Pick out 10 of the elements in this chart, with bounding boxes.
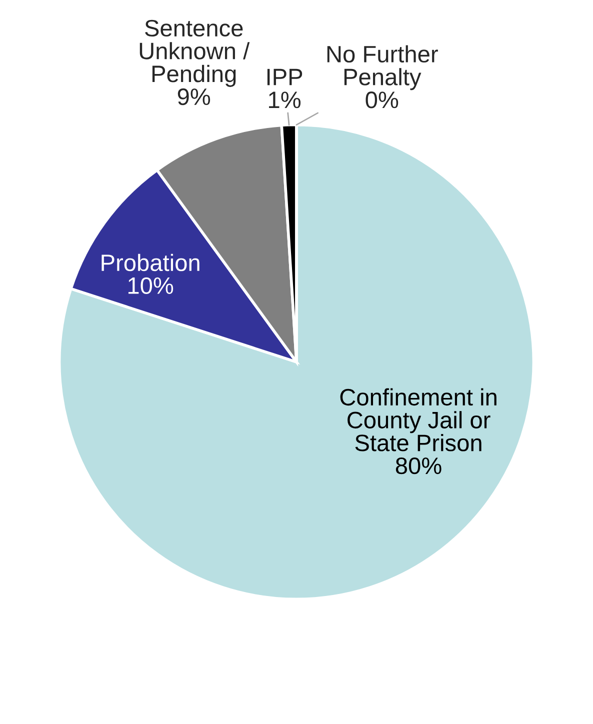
- text: 0%: [366, 92, 398, 108]
- category-label: No Further Penalty: [327, 45, 438, 90]
- data-label: 10%: [128, 277, 174, 294]
- data-label: 9%: [178, 88, 210, 106]
- data-label: 1%: [269, 92, 301, 108]
- slice-label: IPP: [267, 68, 302, 86]
- slice-label: Probation: [102, 254, 200, 272]
- data-label: 80%: [396, 457, 442, 474]
- slice-label: Sentence Unknown / Pending: [140, 20, 250, 87]
- slice-label: Confinement in County Jail or State Prison: [340, 388, 496, 452]
